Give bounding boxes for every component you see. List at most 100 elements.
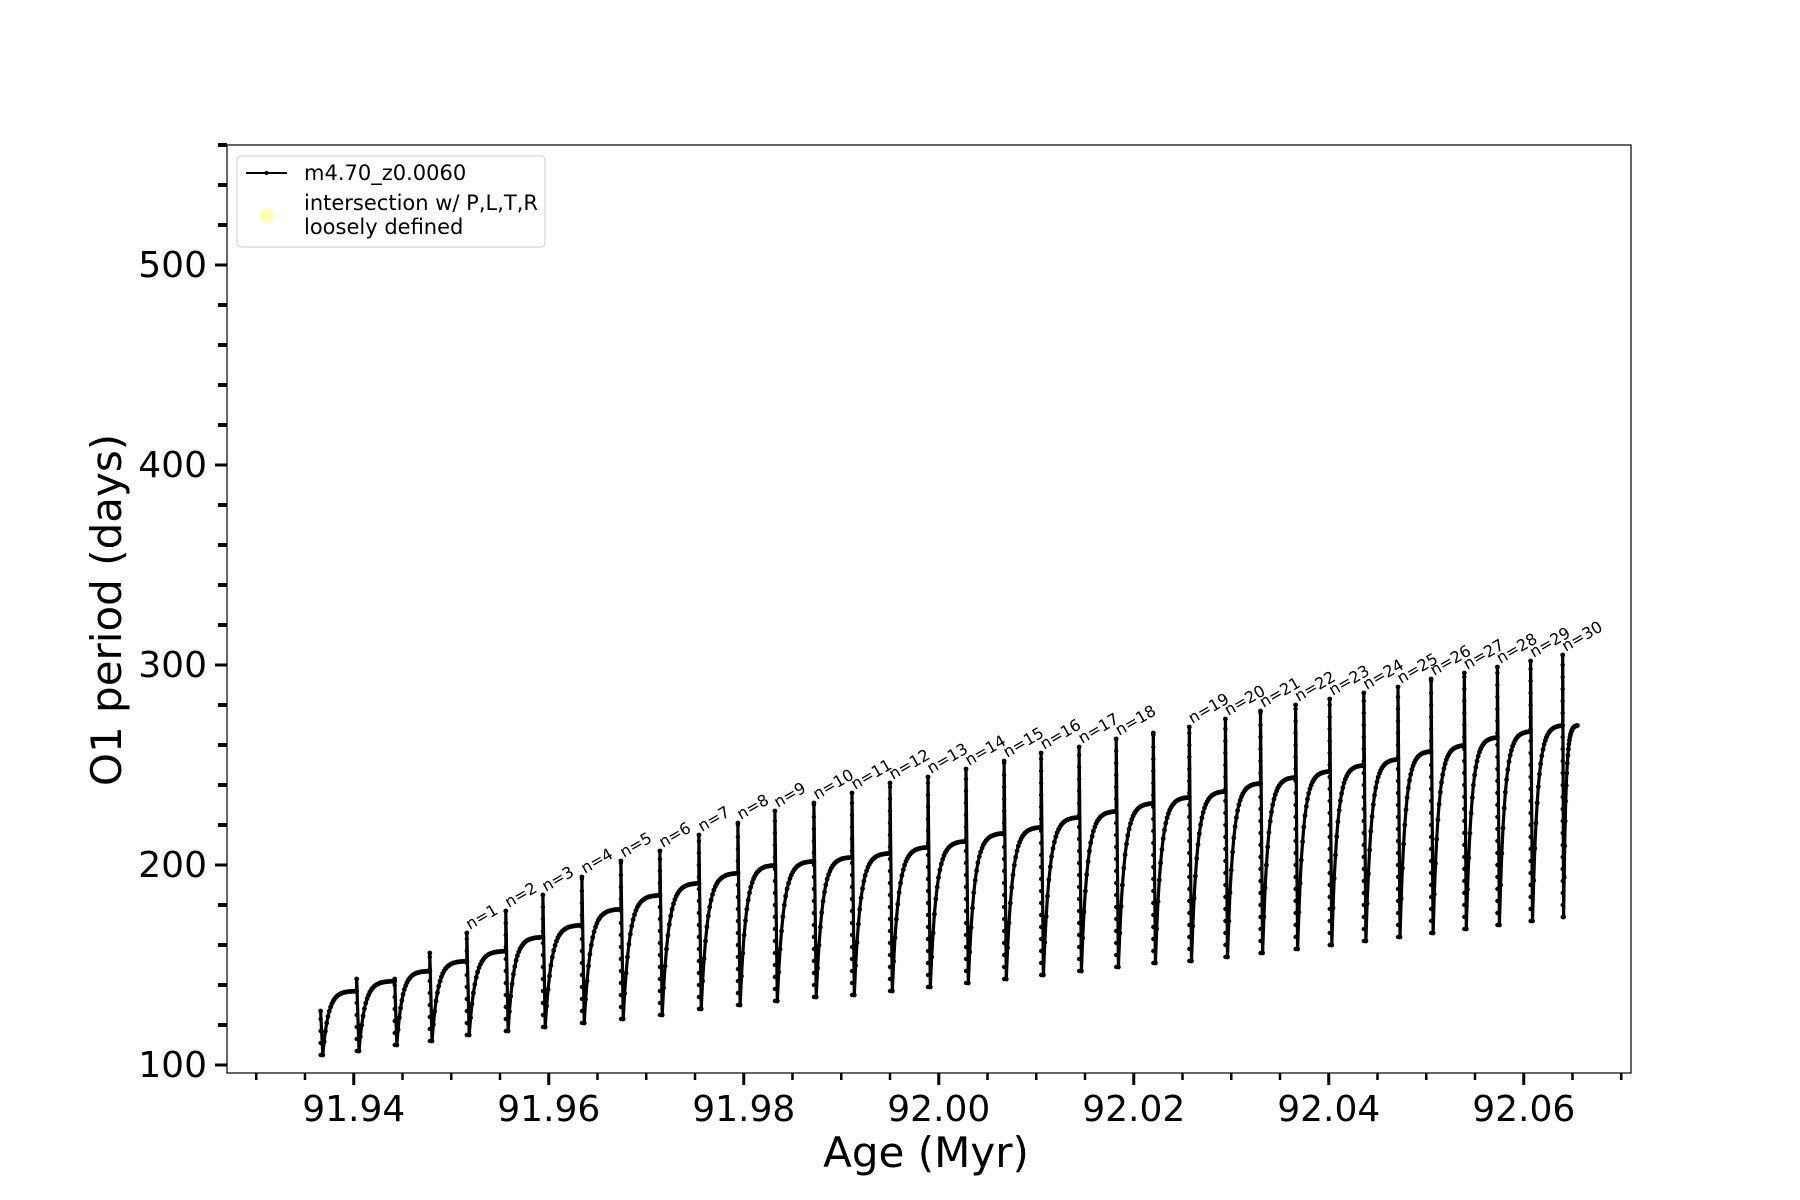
series-point bbox=[780, 914, 786, 919]
series-point bbox=[1265, 844, 1271, 850]
spike-point bbox=[887, 844, 893, 850]
series-point bbox=[1154, 926, 1160, 932]
spike-point bbox=[1462, 710, 1467, 716]
spike-point bbox=[1528, 882, 1533, 888]
series-point bbox=[1338, 798, 1343, 804]
spike-point bbox=[925, 828, 931, 834]
spike-point bbox=[963, 848, 969, 854]
spike-point bbox=[772, 866, 778, 872]
spike-point bbox=[1293, 850, 1298, 856]
series-point bbox=[933, 896, 939, 902]
spike-point bbox=[354, 988, 359, 994]
spike-point bbox=[772, 842, 778, 848]
spike-point bbox=[696, 898, 702, 904]
spike-point bbox=[963, 956, 969, 962]
spike-point bbox=[1001, 796, 1007, 802]
spike-point bbox=[887, 976, 893, 982]
spike-point bbox=[1361, 746, 1367, 752]
series-point bbox=[853, 963, 858, 969]
series-point bbox=[665, 933, 671, 938]
series-point bbox=[1375, 774, 1381, 780]
spike-point bbox=[1038, 888, 1044, 894]
series-point bbox=[1563, 798, 1569, 804]
series-point bbox=[1372, 792, 1377, 798]
series-point bbox=[1081, 909, 1087, 915]
series-point bbox=[1076, 744, 1082, 750]
spike-point bbox=[540, 1024, 546, 1030]
series-point bbox=[1566, 741, 1572, 747]
series-point bbox=[1117, 930, 1123, 936]
series-point bbox=[399, 998, 405, 1003]
series-point bbox=[1158, 860, 1163, 866]
series-point bbox=[967, 949, 973, 955]
spike-point bbox=[464, 984, 469, 990]
series-point bbox=[548, 963, 554, 968]
spike-point bbox=[925, 804, 931, 810]
spike-point bbox=[579, 924, 585, 930]
spike-point bbox=[1038, 912, 1044, 918]
series-point bbox=[1005, 945, 1010, 951]
series-point bbox=[968, 925, 974, 930]
spike-point bbox=[1560, 806, 1565, 812]
spike-point bbox=[1428, 762, 1434, 768]
series-point bbox=[1367, 847, 1372, 853]
series-point bbox=[1503, 789, 1508, 795]
spike-point bbox=[963, 980, 969, 986]
spike-point bbox=[1528, 798, 1533, 804]
spike-point bbox=[1187, 730, 1192, 736]
series-point bbox=[856, 921, 861, 927]
spike-point bbox=[1428, 894, 1434, 900]
series-point bbox=[1267, 818, 1273, 824]
series-point bbox=[321, 1039, 327, 1045]
spike-point bbox=[925, 876, 931, 882]
series-point bbox=[1155, 899, 1161, 904]
spike-point bbox=[1395, 778, 1401, 784]
spike-point bbox=[1076, 800, 1082, 806]
series-point bbox=[826, 872, 831, 877]
series-point bbox=[545, 986, 551, 992]
spike-point bbox=[1462, 746, 1467, 752]
series-point bbox=[1128, 821, 1133, 826]
spike-point bbox=[1001, 904, 1007, 910]
spike-point bbox=[1327, 762, 1332, 768]
series-point bbox=[1408, 771, 1414, 777]
series-point bbox=[544, 1003, 549, 1009]
series-point bbox=[934, 884, 940, 890]
spike-point bbox=[1293, 790, 1298, 796]
series-point bbox=[1237, 797, 1243, 803]
series-point bbox=[1373, 785, 1379, 791]
series-point bbox=[590, 935, 596, 940]
spike-point bbox=[579, 876, 585, 882]
spike-point bbox=[1395, 766, 1401, 772]
spike-point bbox=[1114, 916, 1119, 922]
spike-point bbox=[1258, 902, 1263, 908]
spike-point bbox=[1495, 706, 1500, 712]
spike-point bbox=[392, 994, 397, 1000]
spike-point bbox=[1495, 730, 1500, 736]
spike-point bbox=[540, 988, 546, 994]
series-point bbox=[625, 954, 630, 960]
series-point bbox=[1124, 841, 1129, 847]
series-point bbox=[708, 897, 714, 903]
spike-point bbox=[427, 978, 432, 984]
series-point bbox=[475, 969, 480, 975]
spike-point bbox=[1495, 862, 1500, 868]
spike-point bbox=[1495, 838, 1500, 844]
spike-point bbox=[1151, 732, 1156, 738]
series-point bbox=[1341, 780, 1347, 786]
series-point bbox=[744, 906, 750, 912]
series-point bbox=[1085, 859, 1091, 864]
legend-line-marker bbox=[264, 171, 269, 175]
spike-point bbox=[618, 968, 624, 974]
series-point bbox=[1339, 791, 1344, 796]
series-point bbox=[1461, 743, 1467, 748]
spike-point bbox=[1495, 850, 1500, 856]
series-point bbox=[696, 880, 702, 886]
series-point bbox=[1563, 783, 1569, 788]
spike-point bbox=[1361, 758, 1367, 764]
spike-point bbox=[1395, 718, 1401, 724]
series-point bbox=[925, 845, 931, 850]
spike-point bbox=[1293, 778, 1298, 784]
spike-point bbox=[1151, 768, 1156, 774]
spike-point bbox=[696, 922, 702, 928]
